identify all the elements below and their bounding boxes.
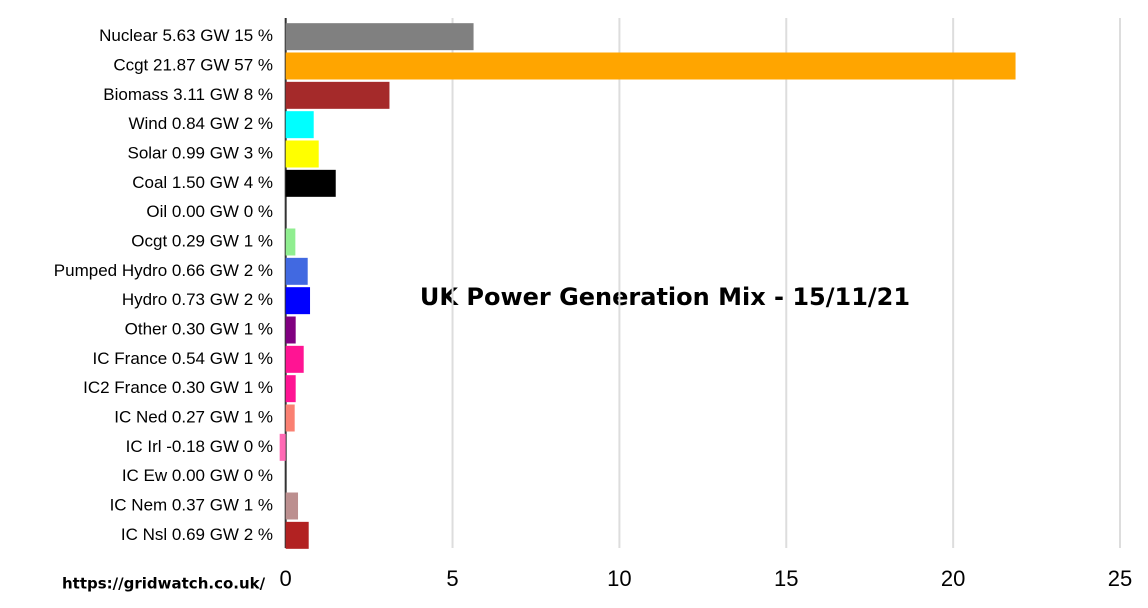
bar [285,316,296,344]
y-tick-label: Ccgt 21.87 GW 57 % [113,55,273,74]
bar [285,23,474,51]
x-tick-label: 20 [941,566,965,591]
bar [285,140,319,168]
bar [285,404,295,432]
bar [285,81,390,109]
y-tick-label: Other 0.30 GW 1 % [125,319,273,338]
y-tick-label: IC Nsl 0.69 GW 2 % [121,525,273,544]
bar [285,375,296,403]
x-tick-label: 25 [1108,566,1132,591]
bar [285,345,304,373]
x-tick-label: 5 [446,566,458,591]
y-tick-label: IC Ned 0.27 GW 1 % [114,407,273,426]
bar [285,521,309,549]
bar [285,287,311,315]
y-tick-label: Wind 0.84 GW 2 % [128,114,273,133]
bar [285,111,314,139]
bar [285,257,308,285]
chart-title: UK Power Generation Mix - 15/11/21 [420,283,910,311]
y-tick-label: IC Ew 0.00 GW 0 % [122,466,273,485]
bar [285,169,336,197]
y-tick-label: Pumped Hydro 0.66 GW 2 % [54,261,273,280]
bar [285,228,296,256]
y-tick-label: IC2 France 0.30 GW 1 % [83,378,273,397]
y-tick-label: Coal 1.50 GW 4 % [132,173,273,192]
y-tick-label: IC Irl -0.18 GW 0 % [126,437,273,456]
x-tick-label: 15 [774,566,798,591]
x-tick-label: 10 [607,566,631,591]
y-tick-label: Biomass 3.11 GW 8 % [103,85,273,104]
y-tick-label: IC Nem 0.37 GW 1 % [110,495,273,514]
y-tick-label: Hydro 0.73 GW 2 % [122,290,273,309]
y-tick-label: IC France 0.54 GW 1 % [93,349,273,368]
source-label: https://gridwatch.co.uk/ [62,575,266,593]
y-tick-label: Nuclear 5.63 GW 15 % [99,26,273,45]
y-tick-label: Oil 0.00 GW 0 % [146,202,273,221]
bar [285,492,299,520]
bar [279,433,286,461]
y-tick-label: Solar 0.99 GW 3 % [127,143,273,162]
bar [285,52,1016,80]
x-tick-label: 0 [280,566,292,591]
y-tick-label: Ocgt 0.29 GW 1 % [131,231,273,250]
